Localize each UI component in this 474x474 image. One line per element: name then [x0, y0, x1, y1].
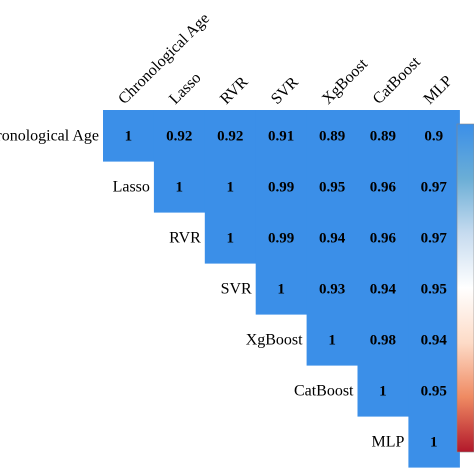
heatmap-cell-xgboost-xgboost: [306, 314, 359, 366]
column-label-catboost: CatBoost: [370, 53, 425, 108]
cell-value-chronological-age-rvr: 0.92: [217, 129, 243, 145]
cell-value-chronological-age-mlp: 0.9: [424, 129, 443, 145]
heatmap-cell-xgboost-catboost: [357, 314, 409, 366]
cell-value-mlp-mlp: 1: [430, 435, 438, 451]
heatmap-cell-chronological-age-chronological-age: [103, 110, 155, 162]
column-label-lasso: Lasso: [166, 69, 204, 107]
heatmap-cells: [103, 110, 460, 468]
cell-value-lasso-catboost: 0.96: [370, 180, 397, 196]
cell-value-rvr-mlp: 0.97: [421, 231, 448, 247]
heatmap-cell-catboost-catboost: [357, 365, 409, 417]
cell-value-catboost-mlp: 0.95: [421, 384, 447, 400]
cell-value-chronological-age-xgboost: 0.89: [319, 129, 345, 145]
column-label-mlp: MLP: [421, 72, 456, 107]
cell-value-xgboost-xgboost: 1: [328, 333, 336, 349]
heatmap-cell-chronological-age-xgboost: [306, 110, 359, 162]
heatmap-cell-chronological-age-catboost: [357, 110, 409, 162]
row-label-xgboost: XgBoost: [246, 332, 303, 349]
heatmap-cell-chronological-age-rvr: [204, 110, 257, 162]
heatmap-cell-lasso-mlp: [408, 161, 460, 213]
colorbar: [456, 123, 474, 453]
row-label-catboost: CatBoost: [294, 383, 354, 400]
colorbar-gradient: [456, 123, 474, 453]
heatmap-cell-rvr-catboost: [357, 212, 409, 264]
cell-value-rvr-xgboost: 0.94: [319, 231, 346, 247]
cell-value-svr-catboost: 0.94: [370, 282, 397, 298]
row-label-svr: SVR: [221, 281, 252, 298]
row-labels: Chronological Age Lasso RVR SVR XgBoost CatBo…: [0, 128, 404, 451]
row-label-mlp: MLP: [371, 434, 404, 451]
cell-value-xgboost-catboost: 0.98: [370, 333, 396, 349]
heatmap-cell-lasso-lasso: [153, 161, 206, 213]
heatmap-cell-rvr-mlp: [408, 212, 460, 264]
cell-value-svr-xgboost: 0.93: [319, 282, 345, 298]
heatmap-cell-mlp-mlp: [408, 416, 460, 468]
cell-value-xgboost-mlp: 0.94: [421, 333, 448, 349]
cell-value-chronological-age-svr: 0.91: [268, 129, 294, 145]
column-label-xgboost: XgBoost: [319, 55, 372, 108]
cell-value-lasso-rvr: 1: [227, 180, 235, 196]
row-label-lasso: Lasso: [113, 179, 150, 196]
heatmap-cell-chronological-age-mlp: [408, 110, 460, 162]
cell-value-lasso-xgboost: 0.95: [319, 180, 345, 196]
heatmap-cell-rvr-svr: [255, 212, 308, 264]
heatmap-cell-rvr-xgboost: [306, 212, 359, 264]
heatmap-cell-svr-catboost: [357, 263, 409, 315]
heatmap-cell-xgboost-mlp: [408, 314, 460, 366]
heatmap-cell-lasso-xgboost: [306, 161, 359, 213]
cell-value-chronological-age-catboost: 0.89: [370, 129, 396, 145]
cell-value-rvr-catboost: 0.96: [370, 231, 397, 247]
heatmap-cell-labels: 1 0.92 0.92 0.91 0.89 0.89 0.91 1 0.99 0.95 0.96 0.…: [125, 129, 448, 451]
heatmap-cell-svr-xgboost: [306, 263, 359, 315]
heatmap-cell-lasso-svr: [255, 161, 308, 213]
column-label-rvr: RVR: [217, 73, 252, 108]
cell-value-lasso-lasso: 1: [176, 180, 184, 196]
cell-value-svr-mlp: 0.95: [421, 282, 447, 298]
heatmap-cell-catboost-mlp: [408, 365, 460, 417]
cell-value-chronological-age-chronological-age: 1: [125, 129, 133, 145]
cell-value-rvr-rvr: 1: [227, 231, 235, 247]
cell-value-lasso-mlp: 0.97: [421, 180, 448, 196]
row-label-rvr: RVR: [169, 230, 201, 247]
heatmap-cell-svr-svr: [255, 263, 308, 315]
row-label-chronological-age: Chronological Age: [0, 128, 99, 145]
heatmap-cell-svr-mlp: [408, 263, 460, 315]
cell-value-rvr-svr: 0.99: [268, 231, 294, 247]
column-label-chronological-age: Chronological Age: [115, 10, 213, 108]
cell-value-svr-svr: 1: [277, 282, 285, 298]
heatmap-cell-lasso-rvr: [204, 161, 257, 213]
heatmap-cell-chronological-age-lasso: [153, 110, 206, 162]
cell-value-lasso-svr: 0.99: [268, 180, 294, 196]
column-label-svr: SVR: [268, 74, 302, 108]
cell-value-catboost-catboost: 1: [379, 384, 387, 400]
heatmap-cell-chronological-age-svr: [255, 110, 308, 162]
heatmap-cell-rvr-rvr: [204, 212, 257, 264]
heatmap-cell-lasso-catboost: [357, 161, 409, 213]
cell-value-chronological-age-lasso: 0.92: [166, 129, 192, 145]
